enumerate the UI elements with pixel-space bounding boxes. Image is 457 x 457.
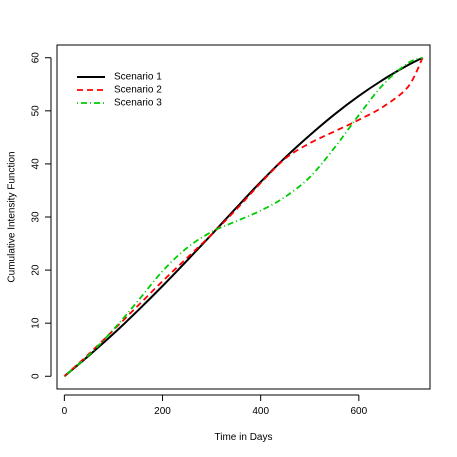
y-axis: 0 10 20 30 40 50 60 [31, 52, 52, 379]
legend: Scenario 1 Scenario 2 Scenario 3 [77, 72, 162, 109]
series-line-3 [63, 56, 423, 377]
x-axis-label: Time in Days [215, 432, 273, 443]
y-tick-label: 50 [31, 105, 42, 117]
legend-entry-3: Scenario 3 [114, 98, 162, 109]
y-axis-label: Cumulative Intensity Function [7, 151, 18, 282]
plot-area [56, 44, 431, 390]
x-tick-label: 0 [62, 406, 68, 417]
legend-entry-1: Scenario 1 [114, 72, 162, 83]
y-tick-label: 30 [31, 211, 42, 223]
y-tick-label: 0 [31, 373, 42, 379]
x-tick-label: 400 [252, 406, 269, 417]
x-axis: 0 200 400 600 [62, 394, 368, 417]
y-tick-label: 20 [31, 264, 42, 276]
x-tick-label: 600 [350, 406, 367, 417]
plot-frame [56, 44, 431, 390]
y-tick-label: 60 [31, 52, 42, 64]
series-line-2 [63, 57, 424, 377]
series-line-1 [63, 56, 424, 378]
x-tick-label: 200 [154, 406, 171, 417]
legend-entry-2: Scenario 2 [114, 85, 162, 96]
y-tick-label: 10 [31, 317, 42, 329]
series-layer [63, 56, 424, 378]
y-tick-label: 40 [31, 158, 42, 170]
